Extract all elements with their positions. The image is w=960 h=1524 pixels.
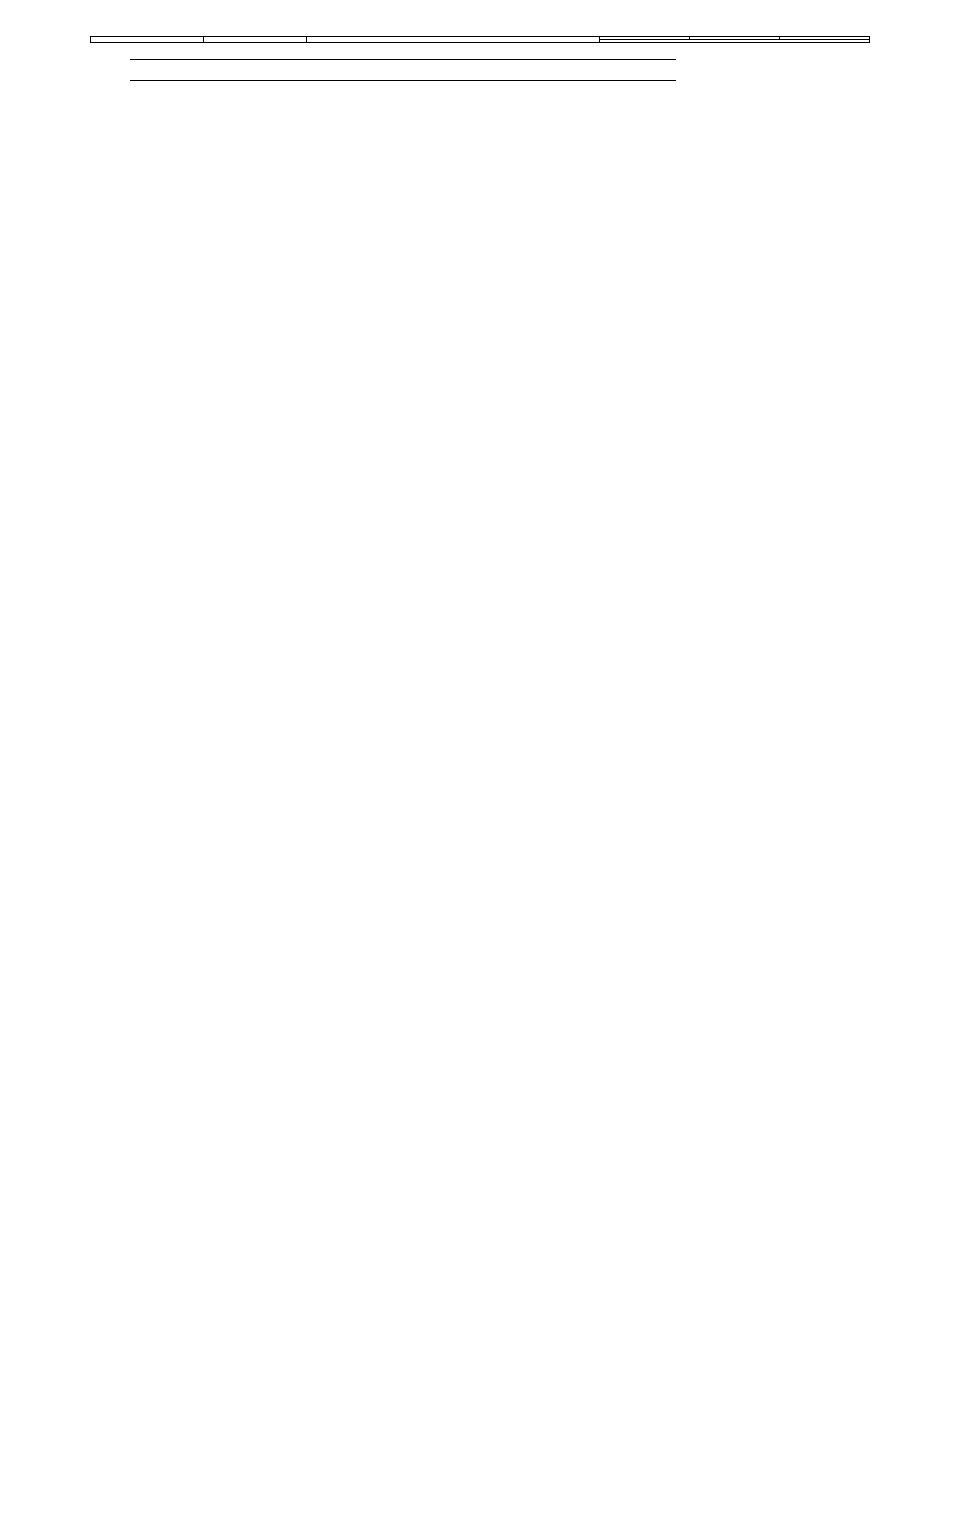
- th-unit: [600, 40, 870, 43]
- table-5: [130, 59, 676, 81]
- th-savszam: [307, 37, 600, 43]
- th-agak: [130, 60, 233, 81]
- th-utkategoria: [91, 37, 204, 43]
- th-mod: [233, 60, 473, 81]
- table-4: [90, 36, 870, 43]
- th-fekves: [204, 37, 307, 43]
- th-val: [473, 60, 676, 81]
